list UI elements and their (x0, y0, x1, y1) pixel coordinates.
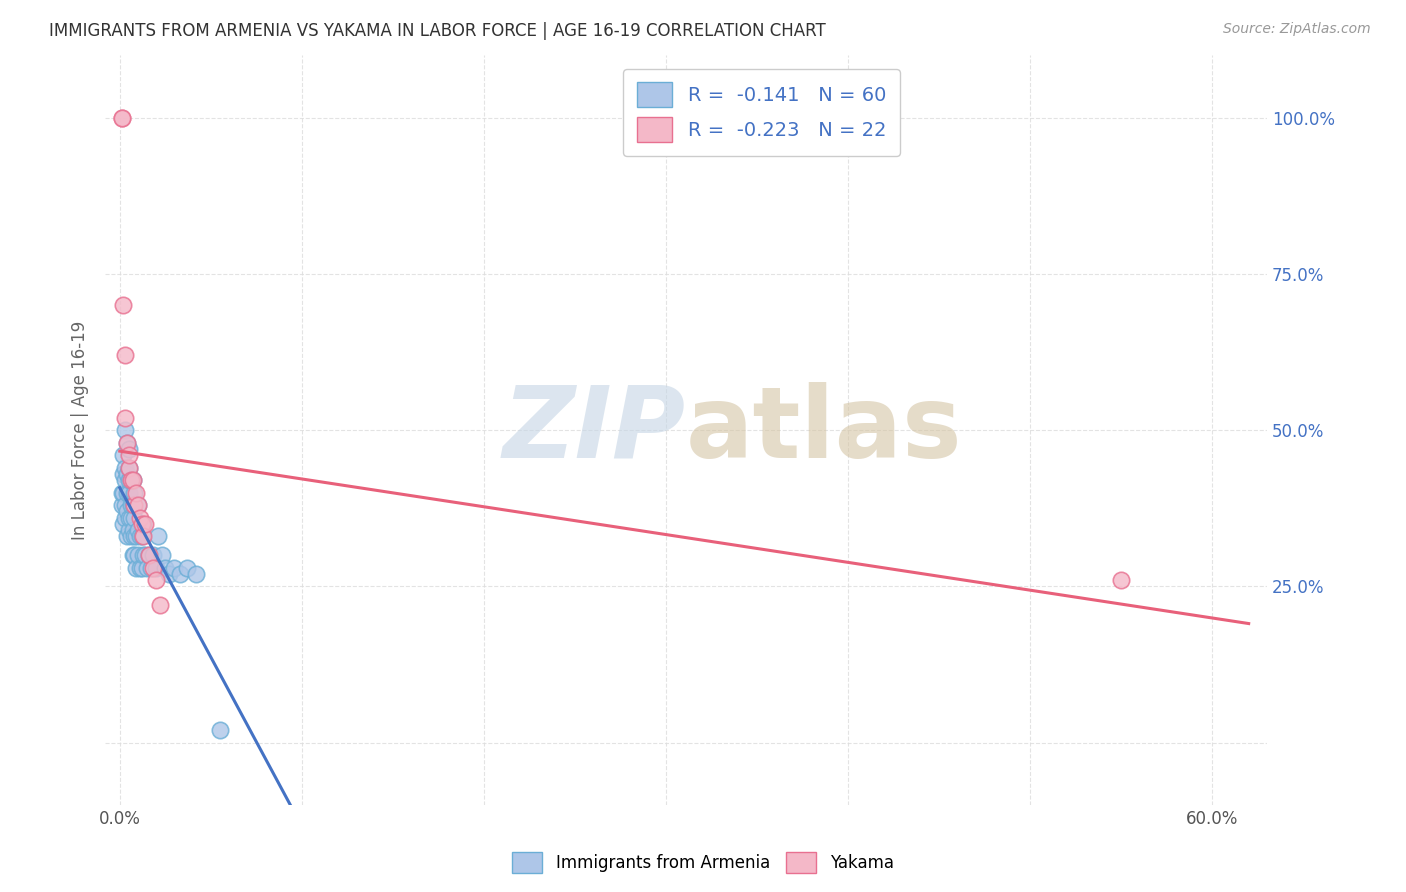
Point (127, 498, 149, 512)
Point (132, 548, 155, 562)
Text: IMMIGRANTS FROM ARMENIA VS YAKAMA IN LABOR FORCE | AGE 16-19 CORRELATION CHART: IMMIGRANTS FROM ARMENIA VS YAKAMA IN LAB… (49, 22, 825, 40)
Point (131, 529, 153, 543)
Point (121, 473, 143, 487)
Point (110, 498, 132, 512)
Point (112, 516, 135, 531)
Point (115, 467, 138, 481)
Point (112, 298, 135, 312)
Legend: R =  -0.141   N = 60, R =  -0.223   N = 22: R = -0.141 N = 60, R = -0.223 N = 22 (623, 69, 900, 155)
Point (118, 460, 141, 475)
Point (149, 598, 172, 612)
Point (115, 529, 138, 543)
Legend: Immigrants from Armenia, Yakama: Immigrants from Armenia, Yakama (506, 846, 900, 880)
Point (120, 473, 142, 487)
Point (124, 529, 146, 543)
Point (118, 523, 141, 537)
Point (114, 423, 136, 437)
Point (138, 548, 160, 562)
Point (115, 435, 138, 450)
Point (134, 548, 156, 562)
Point (145, 573, 167, 587)
Point (157, 566, 180, 581)
Point (121, 498, 143, 512)
Point (114, 348, 136, 362)
Point (118, 485, 141, 500)
Point (112, 448, 135, 462)
Point (124, 548, 146, 562)
Point (138, 548, 160, 562)
Point (128, 529, 150, 543)
Point (114, 510, 136, 524)
Point (136, 560, 159, 574)
Point (142, 548, 165, 562)
Point (134, 516, 156, 531)
Point (169, 566, 191, 581)
Point (118, 510, 141, 524)
Point (114, 498, 136, 512)
Point (176, 560, 198, 574)
Point (1109, 573, 1132, 587)
Point (125, 529, 148, 543)
Point (118, 460, 141, 475)
Point (121, 523, 143, 537)
Y-axis label: In Labor Force | Age 16-19: In Labor Force | Age 16-19 (72, 320, 89, 540)
Point (146, 529, 169, 543)
Point (131, 516, 153, 531)
Point (120, 498, 142, 512)
Point (110, 111, 132, 125)
Point (118, 473, 141, 487)
Point (114, 473, 136, 487)
Point (120, 529, 142, 543)
Point (121, 473, 143, 487)
Point (110, 485, 132, 500)
Point (112, 467, 135, 481)
Point (124, 498, 146, 512)
Point (124, 510, 146, 524)
Point (155, 560, 177, 574)
Point (132, 529, 155, 543)
Point (115, 485, 138, 500)
Text: Source: ZipAtlas.com: Source: ZipAtlas.com (1223, 22, 1371, 37)
Point (112, 485, 135, 500)
Point (125, 485, 148, 500)
Point (127, 498, 149, 512)
Text: ZIP: ZIP (503, 382, 686, 479)
Point (186, 566, 208, 581)
Point (208, 723, 231, 737)
Point (120, 473, 142, 487)
Point (114, 460, 136, 475)
Text: atlas: atlas (686, 382, 963, 479)
Point (110, 111, 132, 125)
Point (127, 523, 149, 537)
Point (118, 442, 141, 456)
Point (128, 510, 150, 524)
Point (145, 560, 167, 574)
Point (132, 516, 155, 531)
Point (163, 560, 186, 574)
Point (127, 548, 149, 562)
Point (115, 504, 138, 518)
Point (139, 560, 162, 574)
Point (115, 435, 138, 450)
Point (121, 548, 143, 562)
Point (131, 560, 153, 574)
Point (120, 510, 142, 524)
Point (125, 560, 148, 574)
Point (128, 560, 150, 574)
Point (142, 560, 165, 574)
Point (124, 485, 146, 500)
Point (118, 448, 141, 462)
Point (114, 410, 136, 425)
Point (150, 548, 173, 562)
